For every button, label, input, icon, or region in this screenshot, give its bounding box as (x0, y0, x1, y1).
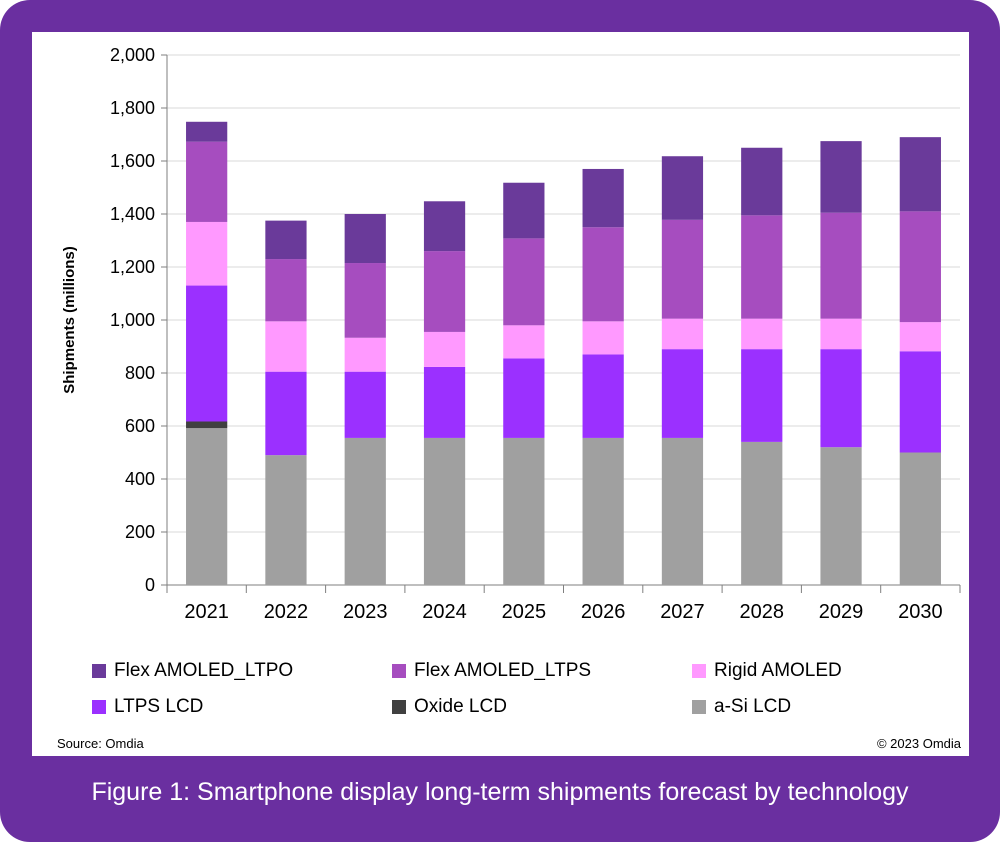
bar-segment (503, 358, 545, 438)
copyright-note: © 2023 Omdia (876, 736, 961, 751)
bar-segment (423, 331, 466, 367)
bar-segment (741, 215, 783, 319)
chart-panel: 0 200 400 600 800 1,000 1,200 1,400 1,600 1,800 2,… (32, 32, 969, 756)
legend-swatch (92, 664, 106, 678)
y-tick-label: 1,200 (110, 257, 155, 277)
x-tick-label: 2028 (740, 601, 785, 623)
bar-segment (423, 366, 466, 438)
legend-label: LTPS LCD (114, 696, 204, 717)
bar-segment (344, 437, 386, 585)
bar-segment (661, 219, 704, 319)
bar-segment (741, 349, 783, 442)
bar-segment (344, 371, 386, 438)
y-tick-label: 1,400 (110, 204, 155, 224)
bar-segment (186, 285, 228, 422)
legend-item: LTPS LCD (92, 696, 203, 718)
legend-label: Oxide LCD (414, 696, 507, 717)
bar-segment (820, 318, 862, 350)
bar-segment (741, 147, 783, 216)
y-tick-label: 600 (125, 416, 155, 436)
bar-segment (661, 437, 704, 585)
legend-item: Flex AMOLED_LTPS (392, 660, 591, 682)
bar-segment (899, 211, 941, 323)
bar-segment (423, 201, 466, 252)
bar-segment (661, 349, 704, 438)
legend-item: a-Si LCD (692, 696, 791, 718)
legend-label: Rigid AMOLED (714, 660, 842, 681)
y-tick-label: 1,000 (110, 310, 155, 330)
bar-segment (186, 121, 228, 142)
bar-segment (582, 437, 624, 585)
y-tick-label: 1,600 (110, 151, 155, 171)
x-tick-label: 2026 (581, 601, 626, 623)
bar-segment (265, 371, 307, 456)
legend-label: Flex AMOLED_LTPS (414, 660, 592, 681)
stacked-bar-chart: 0 200 400 600 800 1,000 1,200 1,400 1,600 1,800 2,… (61, 45, 961, 623)
x-tick-label: 2021 (184, 601, 229, 623)
bar-segment (503, 325, 545, 359)
bar-segment (265, 220, 307, 260)
bar-segment (186, 221, 228, 286)
x-tick-label: 2024 (422, 601, 467, 623)
legend-item: Oxide LCD (392, 696, 507, 718)
bar-segment (661, 156, 704, 220)
bar-segment (741, 441, 783, 585)
bar-segment (265, 455, 307, 585)
y-tick-label: 0 (145, 575, 155, 595)
bar-segment (899, 452, 941, 585)
x-tick-label: 2023 (343, 601, 388, 623)
legend-swatch (692, 700, 706, 714)
legend-swatch (692, 664, 706, 678)
bar-segment (344, 337, 386, 372)
bar-segment (582, 354, 624, 438)
bar-segment (899, 351, 941, 453)
legend-label: a-Si LCD (714, 696, 792, 717)
bar-segment (265, 259, 307, 322)
figure-caption: Figure 1: Smartphone display long-term s… (91, 778, 909, 806)
bar-segment (265, 321, 307, 372)
bar-segment (423, 251, 466, 332)
bar-segment (344, 263, 386, 338)
x-tick-label: 2029 (819, 601, 864, 623)
y-tick-label: 2,000 (110, 45, 155, 65)
bar-segment (899, 322, 941, 352)
x-tick-label: 2022 (264, 601, 309, 623)
bar-segment (582, 321, 624, 355)
bar-segment (503, 238, 545, 326)
x-tick-label: 2030 (898, 601, 943, 623)
bar-segment (503, 437, 545, 585)
legend-item: Rigid AMOLED (692, 660, 842, 682)
legend-swatch (392, 700, 406, 714)
y-tick-label: 1,800 (110, 98, 155, 118)
x-tick-label: 2027 (660, 601, 705, 623)
y-tick-label: 800 (125, 363, 155, 383)
legend-item: Flex AMOLED_LTPO (92, 660, 293, 682)
source-note: Source: Omdia (57, 736, 144, 751)
y-tick-label: 200 (125, 522, 155, 542)
bar-segment (582, 227, 624, 322)
bar-segment (820, 447, 862, 585)
bar-segment (820, 141, 862, 213)
bar-segment (503, 182, 545, 239)
bar-segment (186, 428, 228, 585)
bar-segment (661, 318, 704, 350)
bar-segment (186, 421, 228, 429)
y-tick-label: 400 (125, 469, 155, 489)
bar-segment (741, 318, 783, 350)
bar-segment (344, 214, 386, 264)
bar-segment (820, 212, 862, 319)
bar-segment (899, 137, 941, 212)
legend-label: Flex AMOLED_LTPO (114, 660, 294, 681)
x-tick-label: 2025 (502, 601, 547, 623)
y-axis-label: Shipments (millions) (61, 246, 78, 394)
legend-swatch (392, 664, 406, 678)
legend-swatch (92, 700, 106, 714)
bar-segment (423, 437, 466, 585)
bar-segment (820, 349, 862, 448)
bar-segment (186, 141, 228, 222)
bar-segment (582, 168, 624, 228)
